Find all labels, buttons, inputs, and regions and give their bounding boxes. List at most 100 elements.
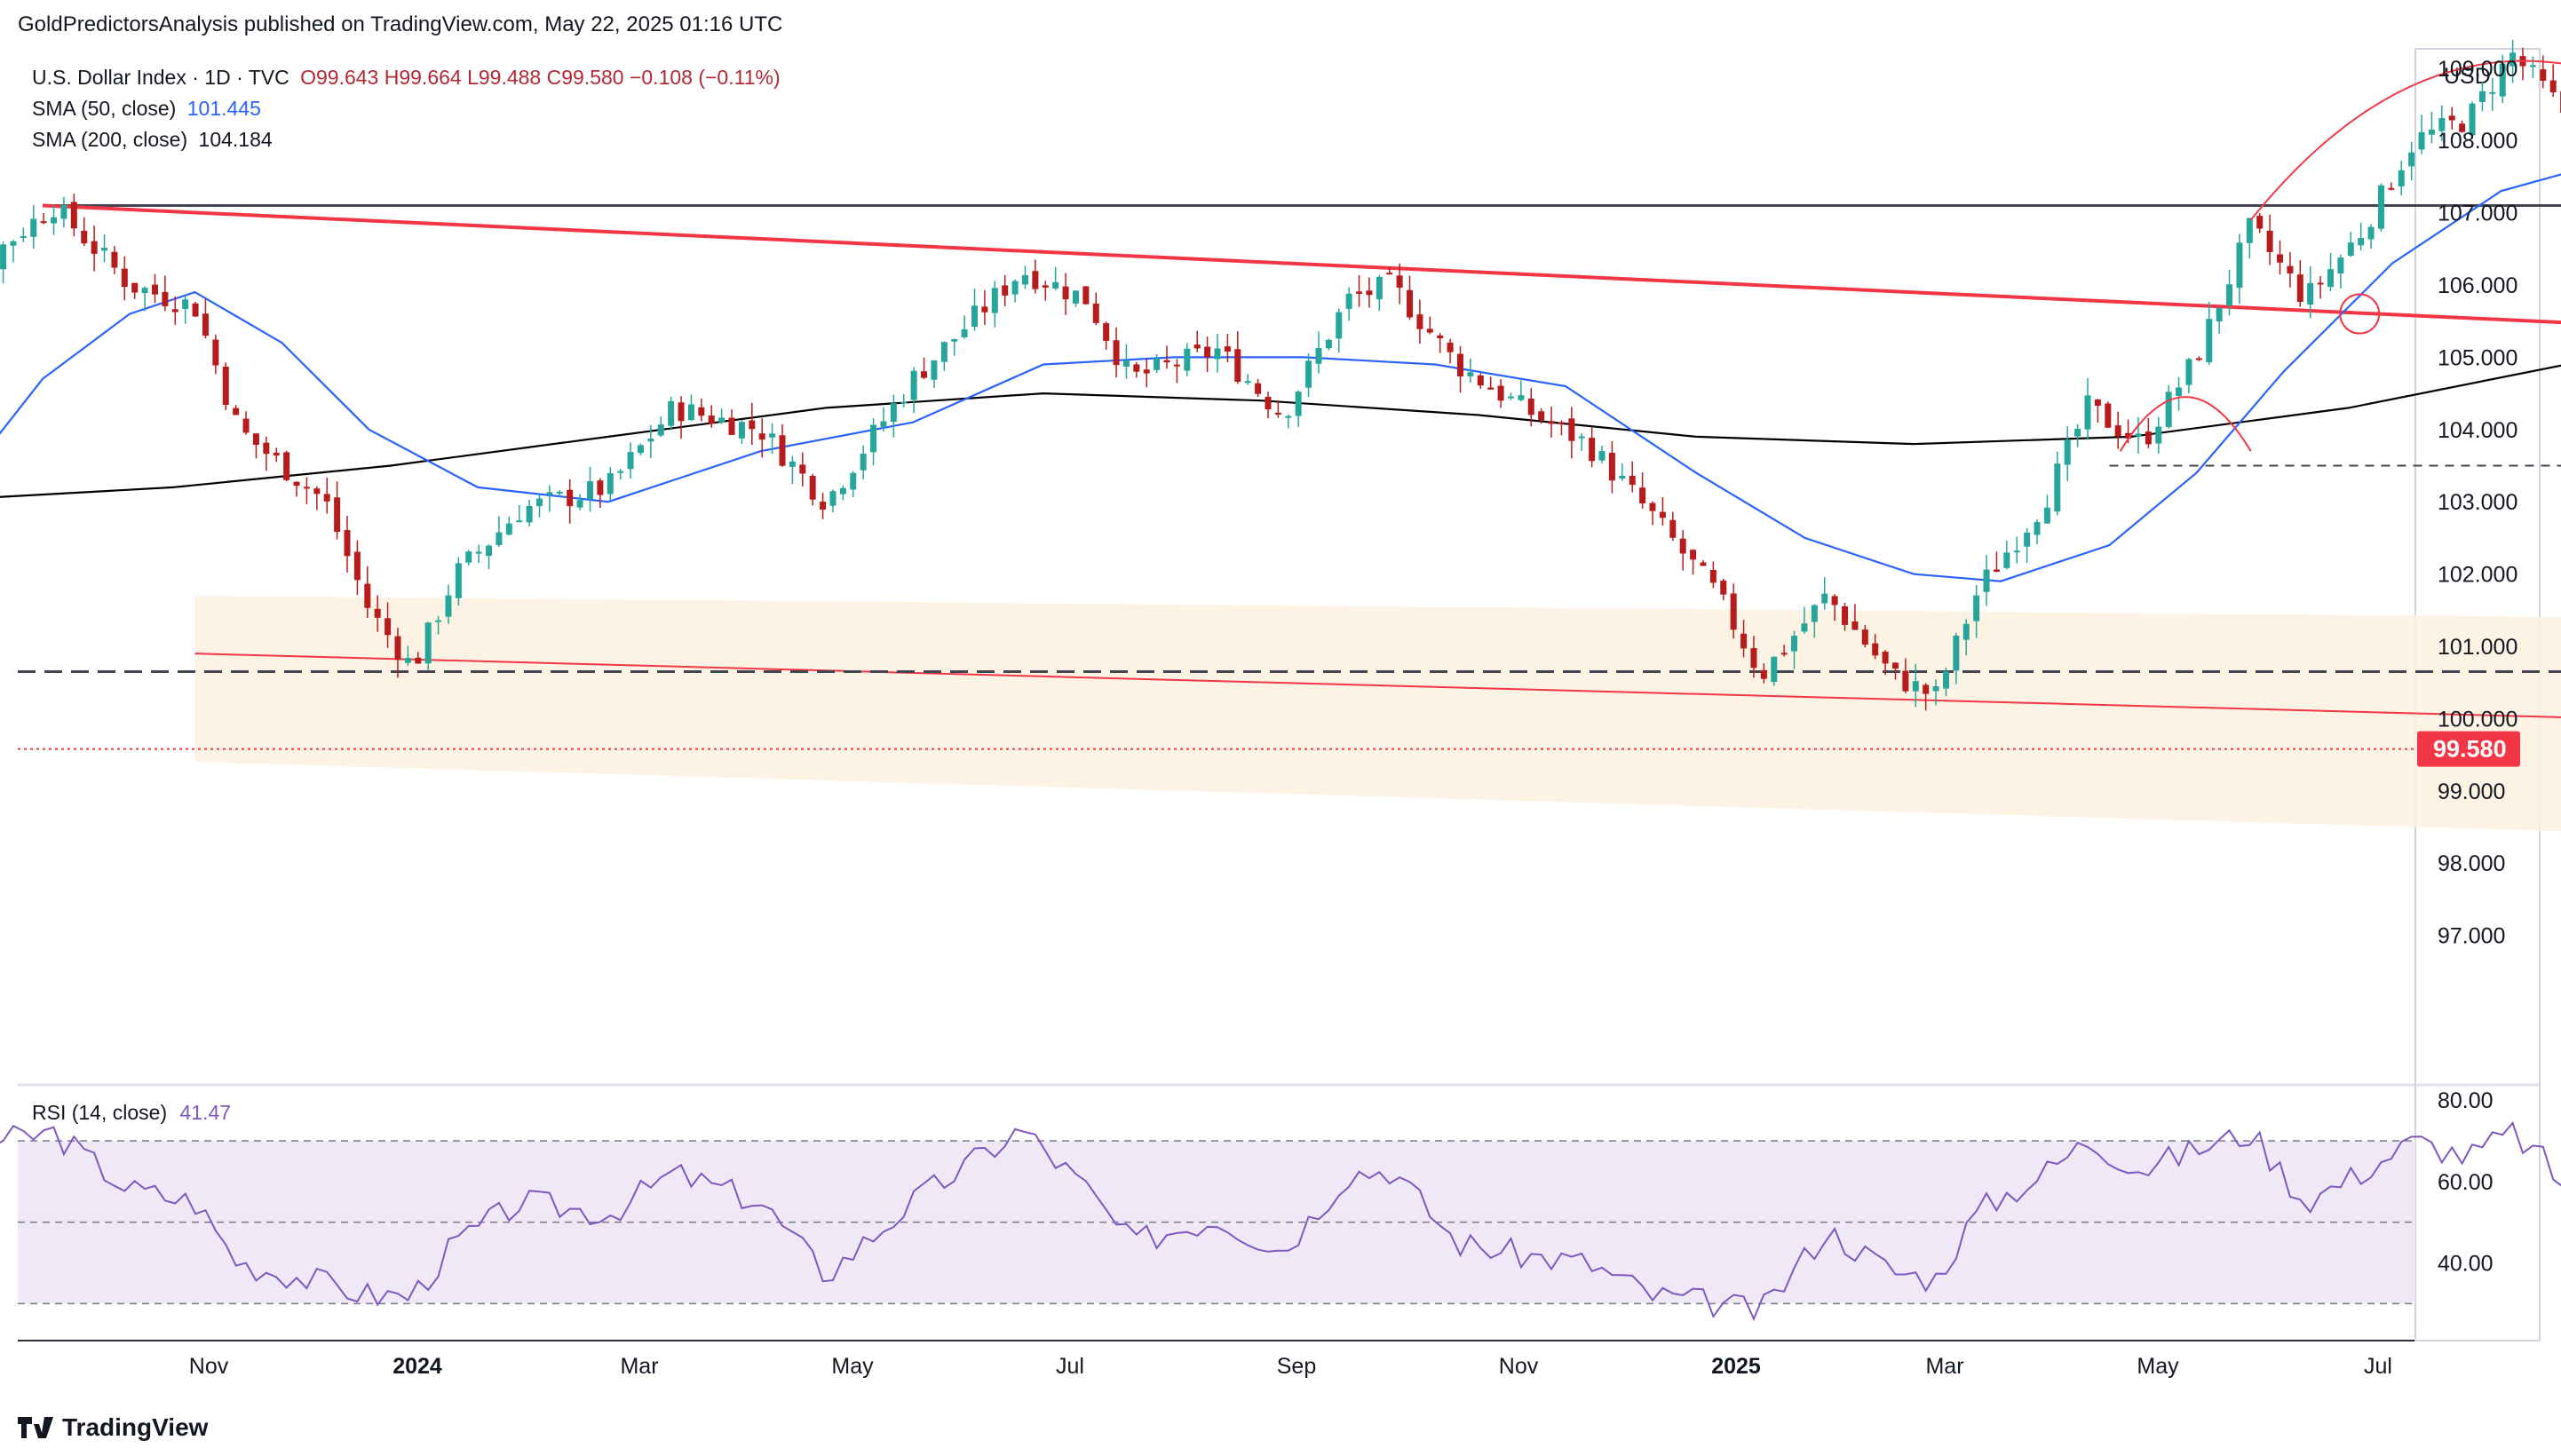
candle-body <box>2509 52 2517 67</box>
candle-body <box>1143 369 1150 374</box>
candle-body <box>1962 623 1970 640</box>
rsi-legend[interactable]: RSI (14, close) 41.47 <box>32 1101 231 1125</box>
candle-body <box>910 370 917 400</box>
candle-body <box>1993 569 2000 573</box>
candle-body <box>2499 63 2506 97</box>
candle-body <box>10 241 17 246</box>
candle-body <box>850 472 857 490</box>
sma200-line[interactable] <box>0 350 2561 502</box>
candle-body <box>1700 562 1707 566</box>
candle-body <box>1265 396 1272 410</box>
candle-body <box>1255 383 1262 394</box>
candle-body <box>2013 550 2020 553</box>
candle-body <box>2307 282 2314 305</box>
candle-body <box>536 498 543 507</box>
price-axis-tick: 106.000 <box>2438 273 2517 298</box>
candle-body <box>2529 65 2536 67</box>
candle-body <box>678 402 685 422</box>
candle-body <box>1437 335 1444 339</box>
candle-body <box>192 303 199 317</box>
candle-body <box>1011 281 1019 295</box>
candle-body <box>2176 387 2183 397</box>
candle-body <box>1234 349 1241 382</box>
candle-body <box>2438 117 2446 131</box>
candle-body <box>779 435 786 466</box>
footer-brand[interactable]: TradingView <box>18 1413 208 1442</box>
candle-body <box>1518 395 1525 400</box>
candle-body <box>353 551 361 581</box>
candle-body <box>1325 339 1332 349</box>
candle-body <box>718 417 725 423</box>
candle-body <box>111 251 118 268</box>
candle-body <box>1315 348 1322 364</box>
candle-body <box>829 491 836 506</box>
candle-body <box>1103 323 1110 341</box>
rounded-top-arc <box>2249 59 2561 221</box>
candle-body <box>1336 312 1343 339</box>
candle-body <box>2206 319 2213 362</box>
time-axis-tick: Jul <box>2364 1354 2392 1379</box>
candle-body <box>1983 569 1990 592</box>
candle-body <box>162 291 169 306</box>
candle-body <box>60 204 67 219</box>
rsi-value: 41.47 <box>179 1101 232 1124</box>
price-axis-tick: 102.000 <box>2438 563 2517 588</box>
candle-body <box>728 417 735 435</box>
time-axis-tick: May <box>831 1354 874 1379</box>
candle-body <box>567 489 574 507</box>
candle-body <box>1923 684 1930 694</box>
candle-body <box>597 480 604 495</box>
candle-body <box>1791 636 1798 652</box>
candle-body <box>991 288 998 313</box>
candle-body <box>1386 273 1393 275</box>
sma50-line[interactable] <box>0 140 2561 613</box>
candle-body <box>1376 276 1383 300</box>
candle-body <box>1902 670 1909 692</box>
candle-body <box>1396 275 1403 288</box>
candle-body <box>1842 605 1849 625</box>
price-axis-tick: 104.000 <box>2438 418 2517 443</box>
last-price-tag[interactable]: 99.580 <box>2433 736 2507 763</box>
legend-sma200-row[interactable]: SMA (200, close) 104.184 <box>32 124 786 155</box>
candle-body <box>1709 570 1717 583</box>
resistance-trendline[interactable] <box>42 203 2561 343</box>
candle-body <box>2347 242 2354 257</box>
candle-body <box>2195 358 2202 360</box>
candle-body <box>2105 403 2112 428</box>
candle-body <box>820 502 827 510</box>
candle-body <box>2277 254 2284 263</box>
candle-body <box>1021 274 1028 285</box>
candle-body <box>607 472 614 495</box>
price-axis-tick: 97.000 <box>2438 924 2505 949</box>
last-price-tag-box <box>2417 731 2520 767</box>
channel-midline[interactable] <box>194 653 2561 740</box>
time-axis-tick: Nov <box>189 1354 229 1379</box>
candle-body <box>586 481 593 500</box>
candle-body <box>242 418 250 433</box>
candle-body <box>2155 426 2162 444</box>
time-axis-tick: Nov <box>1499 1354 1539 1379</box>
candle-body <box>2478 91 2486 102</box>
candle-body <box>1416 314 1423 329</box>
candle-body <box>1771 656 1778 683</box>
legend-sma50-row[interactable]: SMA (50, close) 101.445 <box>32 93 786 124</box>
candle-body <box>70 202 77 229</box>
candle-body <box>2034 522 2041 535</box>
candle-body <box>738 422 745 439</box>
candle-body <box>1568 418 1575 441</box>
small-top-arc <box>2119 396 2252 452</box>
rsi-label: RSI (14, close) <box>32 1101 168 1124</box>
candle-body <box>931 360 938 380</box>
candle-body <box>839 487 846 495</box>
legend-symbol[interactable]: U.S. Dollar Index · 1D · TVC <box>32 66 289 89</box>
candle-body <box>2185 359 2192 385</box>
time-axis-tick: Sep <box>1277 1354 1316 1379</box>
publisher-line: GoldPredictorsAnalysis published on Trad… <box>18 12 783 36</box>
candle-body <box>799 464 806 474</box>
candle-body <box>323 494 330 502</box>
rsi-line[interactable] <box>0 1120 2561 1327</box>
candle-body <box>2398 170 2405 186</box>
candle-body <box>2094 399 2101 406</box>
candle-body <box>1527 398 1534 415</box>
